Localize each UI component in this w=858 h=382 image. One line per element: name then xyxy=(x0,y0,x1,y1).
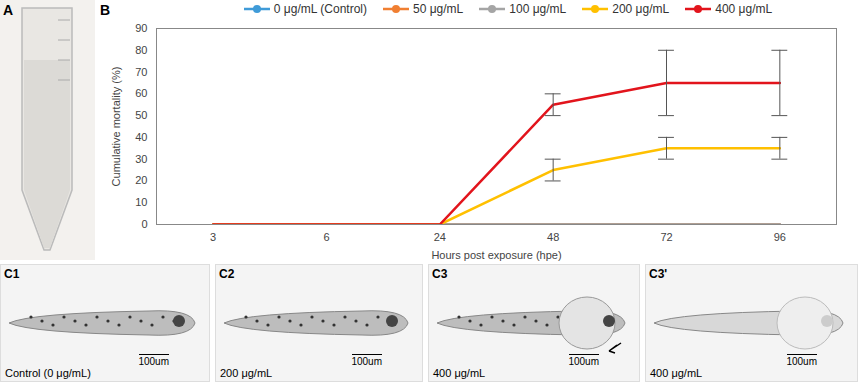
html-text:400 μg/mL: 400 μg/mL xyxy=(715,2,773,16)
svg-text:20: 20 xyxy=(135,174,147,186)
html-text:50 μg/mL: 50 μg/mL xyxy=(413,2,464,16)
html-text:A: A xyxy=(3,2,14,18)
svg-text:48: 48 xyxy=(547,231,559,243)
svg-text:50: 50 xyxy=(135,109,147,121)
html-text:200 μg/mL: 200 μg/mL xyxy=(612,2,670,16)
html-text:B: B xyxy=(100,2,111,18)
svg-text:60: 60 xyxy=(135,87,147,99)
svg-text:80: 80 xyxy=(135,44,147,56)
svg-text:0: 0 xyxy=(141,218,147,230)
svg-text:70: 70 xyxy=(135,66,147,78)
html-text:C1: C1 xyxy=(4,267,20,281)
svg-text:96: 96 xyxy=(774,231,786,243)
html-text:100um: 100um xyxy=(568,356,599,367)
svg-text:30: 30 xyxy=(135,153,147,165)
html-text:100um: 100um xyxy=(786,356,817,367)
html-text:100um: 100um xyxy=(351,356,382,367)
html-text:400 μg/mL: 400 μg/mL xyxy=(650,367,703,379)
svg-text:10: 10 xyxy=(135,196,147,208)
svg-text:6: 6 xyxy=(323,231,329,243)
svg-text:Hours post exposure (hpe): Hours post exposure (hpe) xyxy=(431,249,561,261)
html-text:0 μg/mL (Control): 0 μg/mL (Control) xyxy=(273,2,367,16)
html-text:Control (0 μg/mL): Control (0 μg/mL) xyxy=(5,367,91,379)
svg-text:3: 3 xyxy=(210,231,216,243)
svg-text:90: 90 xyxy=(135,22,147,34)
html-text:200 μg/mL: 200 μg/mL xyxy=(220,367,273,379)
svg-text:40: 40 xyxy=(135,131,147,143)
svg-text:72: 72 xyxy=(660,231,672,243)
html-text:400 μg/mL: 400 μg/mL xyxy=(433,367,486,379)
html-text:C2: C2 xyxy=(219,267,235,281)
html-text:100 μg/mL: 100 μg/mL xyxy=(509,2,567,16)
svg-text:Cumulative mortality (%): Cumulative mortality (%) xyxy=(110,67,122,187)
html-text:C3: C3 xyxy=(432,267,448,281)
html-text:100um: 100um xyxy=(138,356,169,367)
html-text:C3': C3' xyxy=(649,267,668,281)
svg-text:24: 24 xyxy=(434,231,446,243)
